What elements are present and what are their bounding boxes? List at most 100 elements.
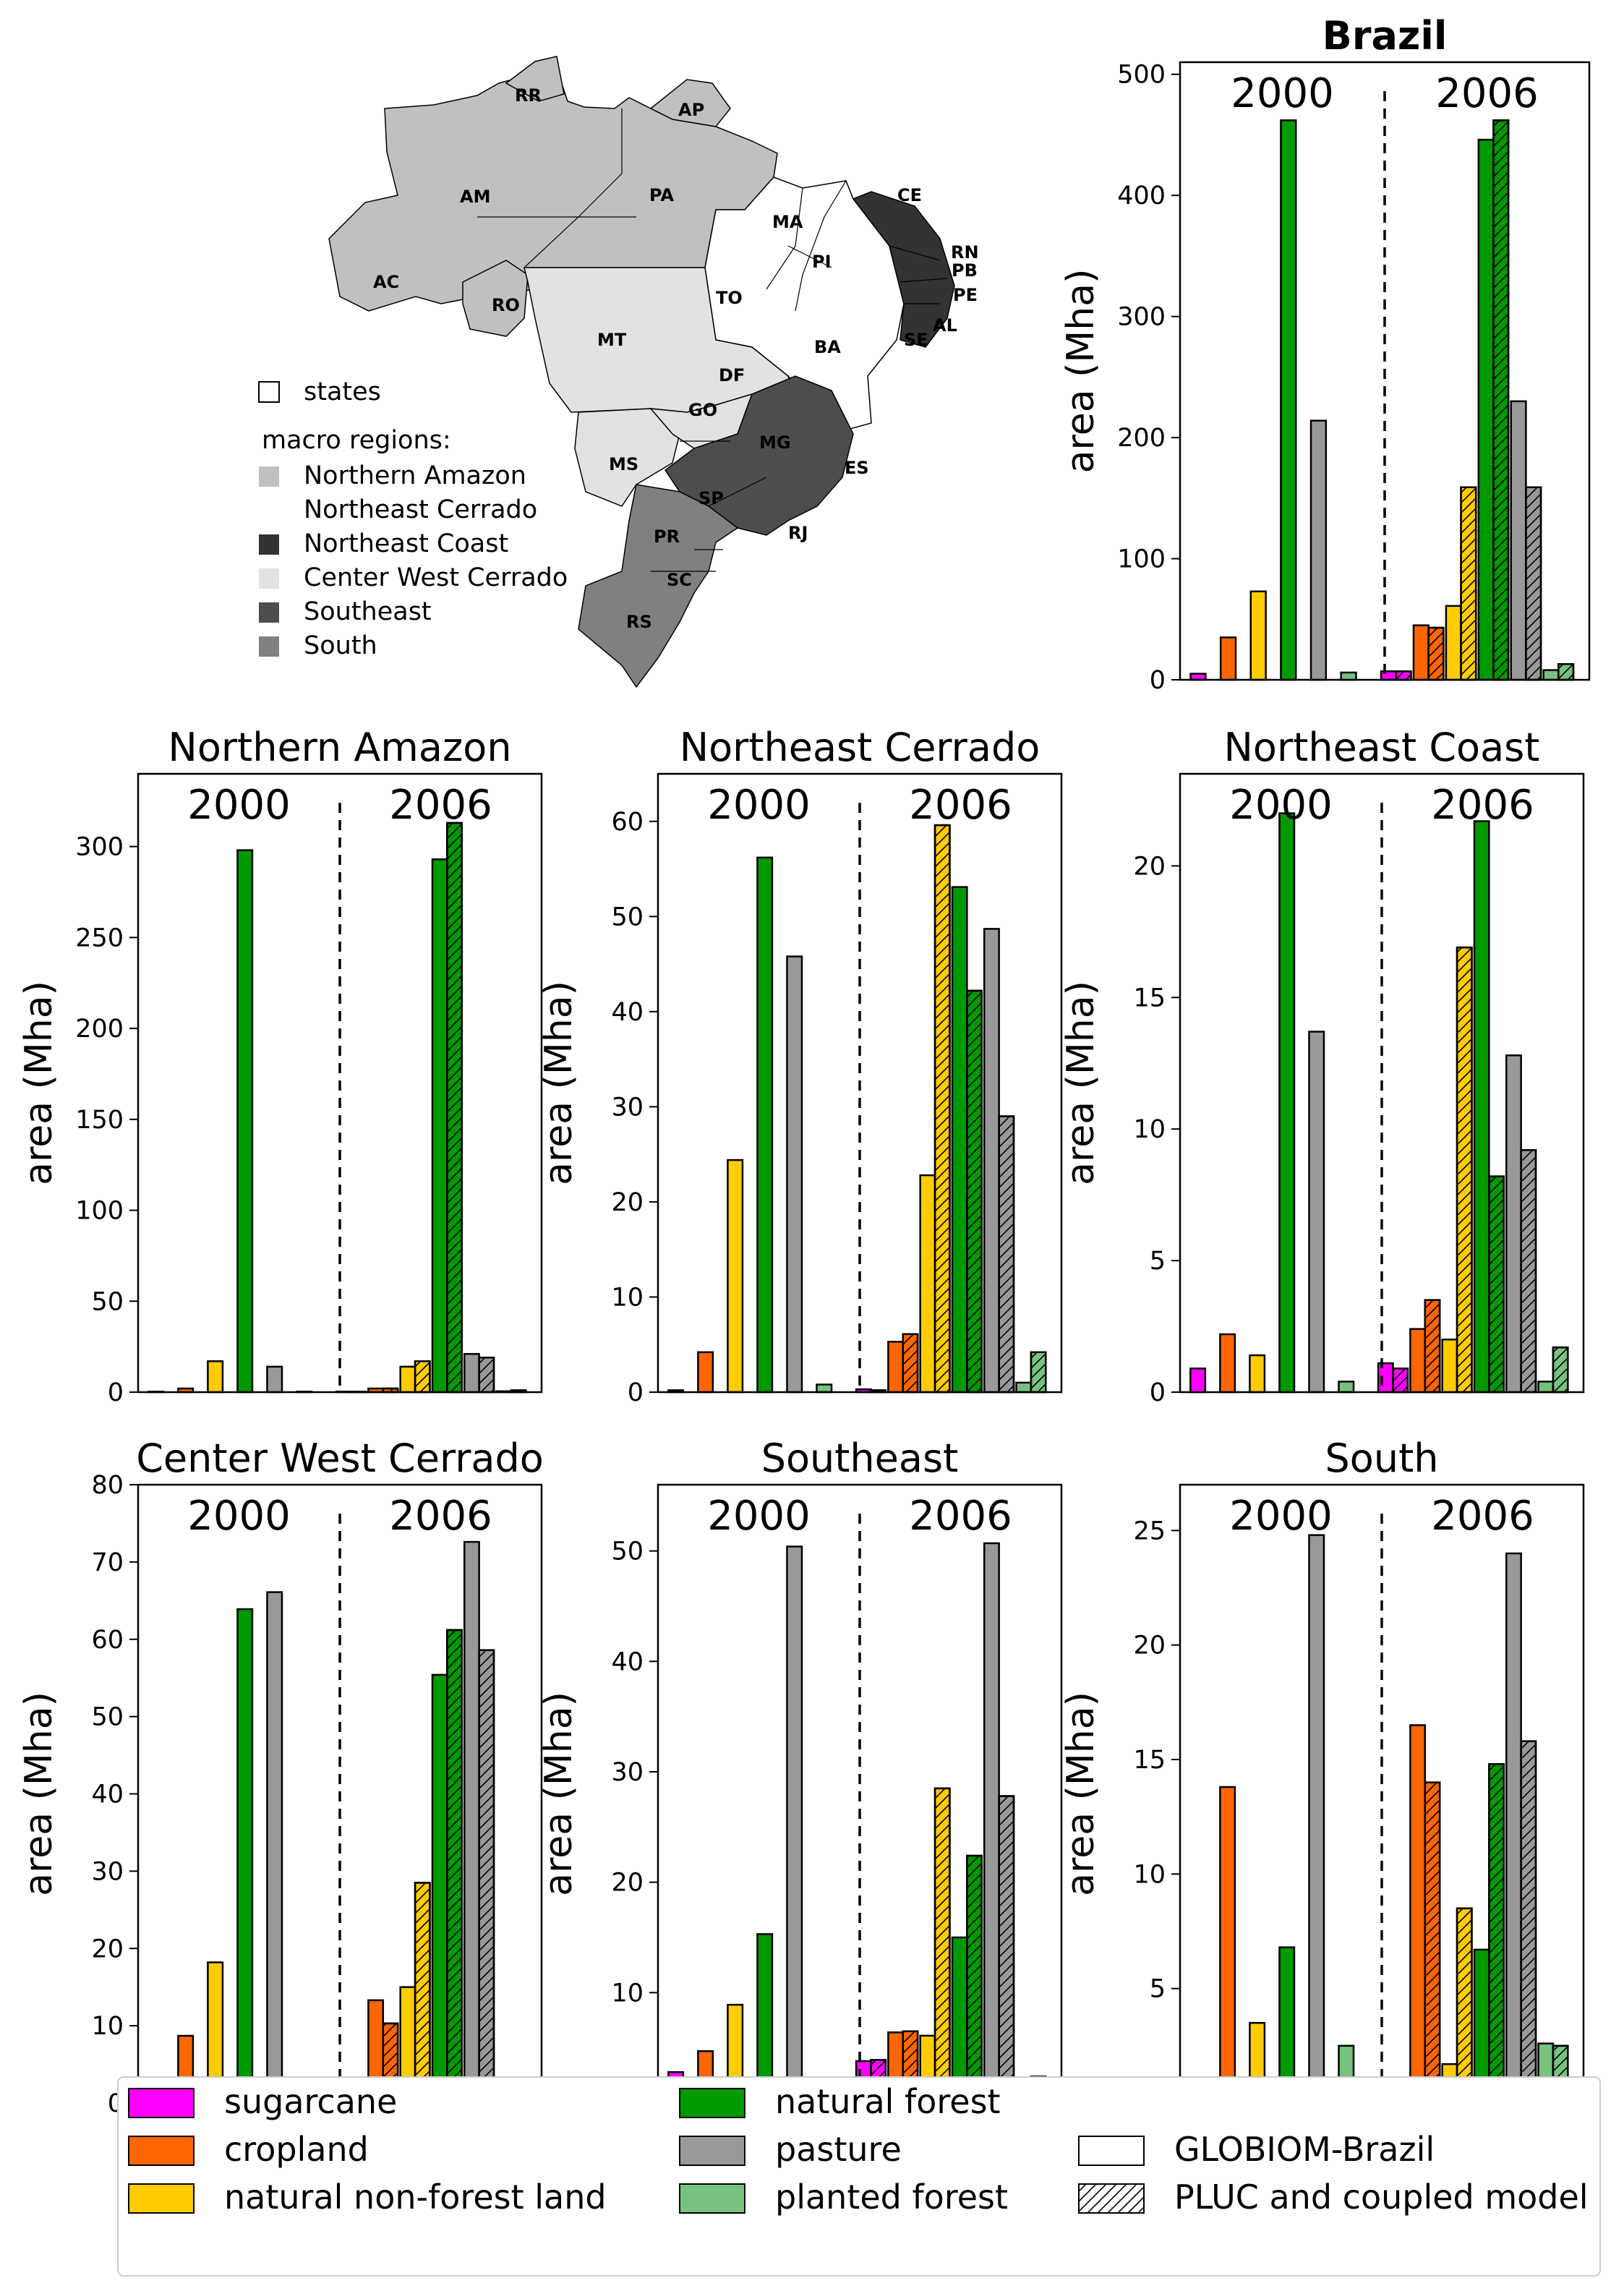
period-label-2006: 2006 <box>909 782 1012 829</box>
y-axis-label: area (Mha) <box>537 1692 581 1896</box>
map-state-label: RR <box>515 85 542 106</box>
chart-panel: Northern Amazon area (Mha) 0 50 100 150 200 250… <box>17 725 543 1407</box>
chart-title: Northeast Coast <box>1224 725 1540 770</box>
map-state-label: MA <box>772 212 803 232</box>
map-state-label: PR <box>654 526 680 547</box>
period-label-2006: 2006 <box>1435 70 1539 117</box>
y-tick-label: 30 <box>91 1857 124 1886</box>
y-tick-label: 100 <box>75 1197 124 1226</box>
bar-2006-globiom-pasture <box>983 928 1000 1394</box>
map-state-label: GO <box>688 400 717 420</box>
bar-2006-pluc-hatch-natural_non_forest <box>1456 946 1473 1394</box>
bar-2006-globiom-natural_forest <box>431 1673 448 2104</box>
map-state-label: DF <box>719 365 745 385</box>
y-tick-label: 0 <box>1150 1378 1166 1407</box>
y-tick-label: 10 <box>1133 1860 1166 1889</box>
bar-2000-natural_forest <box>1280 119 1297 681</box>
y-tick-label: 10 <box>1133 1115 1166 1144</box>
period-label-2000: 2000 <box>707 782 811 829</box>
y-axis-label: area (Mha) <box>17 981 61 1185</box>
map-state-label: ES <box>845 458 869 478</box>
chart-title: South <box>1325 1436 1439 1481</box>
y-tick-label: 50 <box>611 903 644 931</box>
bar-2006-globiom-natural_forest <box>951 886 968 1394</box>
bar-2006-pluc-hatch-pasture <box>478 1356 495 1394</box>
chart-title: Center West Cerrado <box>136 1436 544 1481</box>
map-state-label: MT <box>597 330 627 350</box>
y-tick-label: 60 <box>91 1626 124 1655</box>
bar-2000-natural_non_forest <box>207 1360 224 1394</box>
y-tick-label: 40 <box>91 1780 124 1809</box>
legend-swatch-cropland <box>128 2136 195 2166</box>
bar-2006-pluc-hatch-cropland <box>902 1333 919 1394</box>
legend-label-pasture: pasture <box>775 2130 902 2169</box>
period-label-2000: 2000 <box>1229 782 1333 829</box>
bar-2006-globiom-natural_forest <box>1477 138 1495 681</box>
y-tick-label: 60 <box>611 808 644 837</box>
bar-2006-globiom-natural_non_forest <box>399 1365 416 1394</box>
bar-2006-pluc-hatch-cropland <box>1427 626 1445 681</box>
bar-2006-globiom-cropland <box>1409 1724 1427 2104</box>
period-label-2006: 2006 <box>389 1493 492 1540</box>
legend-label-sugarcane: sugarcane <box>224 2082 397 2121</box>
bar-2006-pluc-hatch-planted_forest <box>1552 1346 1569 1394</box>
chart-panel: Brazil area (Mha) 0 100 200 300 400 500 2000 2006 <box>1059 13 1591 695</box>
map-legend-label: Northeast Coast <box>304 529 508 558</box>
map-state-label: PA <box>649 185 674 205</box>
period-label-2006: 2006 <box>1431 1493 1534 1540</box>
bar-2006-pluc-hatch-natural_forest <box>446 1629 463 2104</box>
chart-title: Northeast Cerrado <box>680 725 1040 770</box>
bar-2006-pluc-hatch-pasture <box>998 1115 1015 1394</box>
bar-2006-pluc-hatch-natural_non_forest <box>414 1882 431 2104</box>
legend-swatch-pluc <box>1078 2183 1145 2214</box>
y-tick-label: 5 <box>1150 1975 1166 2004</box>
bar-2006-globiom-sugarcane <box>1380 670 1397 681</box>
bar-2000-sugarcane <box>1189 1368 1207 1394</box>
y-tick-label: 100 <box>1117 545 1166 574</box>
map-state-label: TO <box>716 288 743 308</box>
y-axis-label: area (Mha) <box>1059 269 1103 474</box>
map-legend-label: Southeast <box>304 597 432 626</box>
map-state-label: AM <box>460 187 490 207</box>
map-state-label: RJ <box>788 523 808 543</box>
bar-2006-pluc-hatch-natural_non_forest <box>1456 1907 1473 2104</box>
bar-2000-planted_forest <box>1340 671 1357 681</box>
map-state-label: CE <box>897 185 922 205</box>
bar-2006-globiom-pasture <box>1505 1054 1522 1394</box>
y-tick-label: 500 <box>1117 61 1166 90</box>
map-state-label: SP <box>698 488 724 508</box>
map-region-southeast <box>664 375 854 536</box>
map-legend-swatch <box>259 602 279 623</box>
bar-2006-pluc-hatch-natural_forest <box>1492 119 1510 681</box>
legend-swatch-pasture <box>679 2136 745 2166</box>
chart-title: Brazil <box>1322 13 1448 59</box>
y-tick-label: 10 <box>91 2012 124 2041</box>
bar-2006-globiom-natural_non_forest <box>1441 1338 1458 1394</box>
bar-2000-pasture <box>266 1591 283 2104</box>
map-state-label: MS <box>609 454 638 474</box>
y-tick-label: 50 <box>611 1537 644 1566</box>
y-tick-label: 20 <box>91 1935 124 1963</box>
bar-2000-cropland <box>1219 1333 1236 1394</box>
map-state-label: SE <box>904 330 928 350</box>
legend-label-planted-forest: planted forest <box>775 2178 1008 2217</box>
bar-2006-pluc-hatch-natural_forest <box>1488 1763 1505 2104</box>
map-legend-swatch <box>259 636 279 657</box>
bar-2006-globiom-planted_forest <box>1542 669 1560 681</box>
bar-2006-pluc-hatch-cropland <box>1424 1781 1441 2104</box>
bar-2006-pluc-hatch-planted_forest <box>1557 662 1575 681</box>
y-tick-label: 400 <box>1117 182 1166 210</box>
map-state-label: PB <box>952 260 978 281</box>
legend-swatch-natural-forest <box>679 2088 745 2118</box>
y-tick-label: 50 <box>91 1703 124 1732</box>
bar-2000-cropland <box>697 1351 714 1394</box>
map-legend-swatch <box>259 534 279 555</box>
bar-2000-cropland <box>1219 1786 1236 2104</box>
map-state-label: PI <box>812 252 832 272</box>
y-tick-label: 20 <box>611 1869 644 1898</box>
bar-2000-natural_non_forest <box>1249 1354 1266 1394</box>
bar-2006-globiom-cropland <box>1409 1328 1427 1394</box>
